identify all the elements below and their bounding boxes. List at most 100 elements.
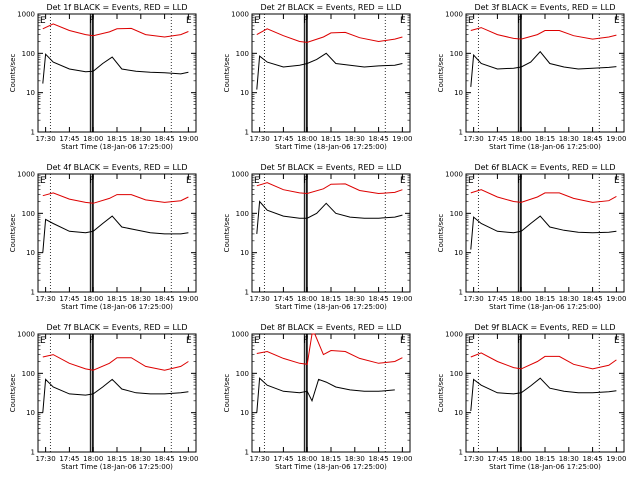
x-tick-label: 18:15	[321, 135, 341, 143]
y-tick-label: 1000	[17, 11, 35, 19]
x-tick-label: 18:30	[559, 295, 579, 303]
detector-panel: Det 6f BLACK = Events, RED = LLD 1 10 100 10…	[437, 163, 626, 311]
y-tick-label: 1	[459, 129, 463, 137]
x-tick-label: 18:00	[83, 135, 103, 143]
x-axis-label: Start Time (18-Jan-06 17:25:00)	[489, 463, 601, 471]
events-series-line	[470, 50, 617, 87]
interval-marker: F	[89, 176, 94, 186]
interval-marker: E	[614, 176, 620, 186]
panel-title: Det 7f BLACK = Events, RED = LLD	[46, 323, 187, 332]
x-tick-label: 18:15	[321, 295, 341, 303]
x-tick-label: 19:00	[606, 135, 626, 143]
panel-title: Det 8f BLACK = Events, RED = LLD	[260, 323, 401, 332]
x-tick-label: 17:45	[59, 135, 79, 143]
x-tick-label: 18:00	[297, 455, 317, 463]
lld-series-line	[256, 333, 403, 365]
panel-title: Det 1f BLACK = Events, RED = LLD	[46, 3, 187, 12]
detector-panel: Det 9f BLACK = Events, RED = LLD 1 10 100 10…	[437, 323, 626, 471]
x-tick-label: 18:15	[535, 135, 555, 143]
x-tick-label: 17:30	[250, 295, 270, 303]
lld-series-line	[42, 23, 189, 38]
y-tick-label: 1	[245, 449, 249, 457]
plot-frame	[37, 173, 197, 293]
y-axis-label: Counts/sec	[223, 374, 231, 413]
detector-panel: Det 8f BLACK = Events, RED = LLD 1 10 100 10…	[223, 323, 412, 471]
y-tick-label: 10	[240, 409, 249, 417]
interval-marker: E	[40, 336, 46, 346]
y-axis-label: Counts/sec	[9, 54, 17, 93]
x-tick-label: 18:45	[582, 135, 602, 143]
x-tick-label: 17:30	[36, 455, 56, 463]
y-tick-label: 1	[245, 129, 249, 137]
lld-series-line	[470, 27, 617, 40]
events-series-line	[256, 377, 395, 413]
interval-marker: E	[186, 336, 192, 346]
y-tick-label: 1000	[231, 11, 249, 19]
lld-series-line	[470, 189, 617, 203]
panel-title: Det 9f BLACK = Events, RED = LLD	[474, 323, 615, 332]
x-tick-label: 18:15	[535, 455, 555, 463]
interval-marker: E	[614, 16, 620, 26]
plot-frame	[251, 333, 411, 453]
y-tick-label: 1	[459, 289, 463, 297]
y-tick-label: 100	[236, 50, 249, 58]
lld-series-line	[42, 354, 189, 371]
y-axis-label: Counts/sec	[437, 374, 445, 413]
x-tick-label: 18:45	[154, 295, 174, 303]
interval-marker: E	[468, 176, 474, 186]
x-tick-label: 18:15	[107, 455, 127, 463]
events-series-line	[470, 215, 617, 250]
y-tick-label: 10	[454, 249, 463, 257]
x-axis-label: Start Time (18-Jan-06 17:25:00)	[275, 463, 387, 471]
interval-marker: E	[40, 176, 46, 186]
x-tick-label: 19:00	[606, 295, 626, 303]
plot-frame	[251, 13, 411, 133]
x-tick-label: 18:30	[131, 455, 151, 463]
interval-marker: E	[614, 336, 620, 346]
x-tick-label: 17:45	[487, 295, 507, 303]
interval-marker: F	[517, 336, 522, 346]
panel-title: Det 4f BLACK = Events, RED = LLD	[46, 163, 187, 172]
y-tick-label: 10	[454, 89, 463, 97]
lld-series-line	[42, 192, 189, 204]
x-tick-label: 18:45	[154, 135, 174, 143]
y-axis-label: Counts/sec	[223, 54, 231, 93]
y-tick-label: 1000	[445, 11, 463, 19]
y-tick-label: 100	[450, 210, 463, 218]
interval-marker: E	[254, 16, 260, 26]
x-tick-label: 17:30	[464, 135, 484, 143]
interval-marker: E	[400, 336, 406, 346]
interval-marker: E	[40, 16, 46, 26]
x-tick-label: 18:00	[511, 295, 531, 303]
interval-marker: F	[89, 336, 94, 346]
interval-marker: E	[186, 176, 192, 186]
x-tick-label: 17:30	[464, 455, 484, 463]
y-axis-label: Counts/sec	[9, 374, 17, 413]
y-tick-label: 100	[236, 210, 249, 218]
interval-marker: F	[303, 16, 308, 26]
x-tick-label: 18:45	[368, 135, 388, 143]
plot-frame	[251, 173, 411, 293]
x-tick-label: 18:00	[83, 295, 103, 303]
x-tick-label: 18:30	[559, 135, 579, 143]
x-tick-label: 17:45	[273, 135, 293, 143]
x-tick-label: 17:45	[59, 295, 79, 303]
y-tick-label: 10	[26, 409, 35, 417]
y-tick-label: 100	[22, 370, 35, 378]
x-tick-label: 18:45	[582, 455, 602, 463]
interval-marker: E	[468, 16, 474, 26]
x-tick-label: 17:45	[59, 455, 79, 463]
events-series-line	[256, 52, 403, 90]
x-tick-label: 18:30	[559, 455, 579, 463]
x-tick-label: 18:15	[107, 135, 127, 143]
panel-title: Det 2f BLACK = Events, RED = LLD	[260, 3, 401, 12]
x-axis-label: Start Time (18-Jan-06 17:25:00)	[275, 303, 387, 311]
y-axis-label: Counts/sec	[9, 214, 17, 253]
interval-marker: E	[400, 176, 406, 186]
events-series-line	[42, 378, 189, 413]
x-tick-label: 17:30	[36, 295, 56, 303]
x-tick-label: 19:00	[178, 455, 198, 463]
x-axis-label: Start Time (18-Jan-06 17:25:00)	[489, 143, 601, 151]
x-tick-label: 18:30	[345, 135, 365, 143]
x-tick-label: 17:30	[250, 135, 270, 143]
